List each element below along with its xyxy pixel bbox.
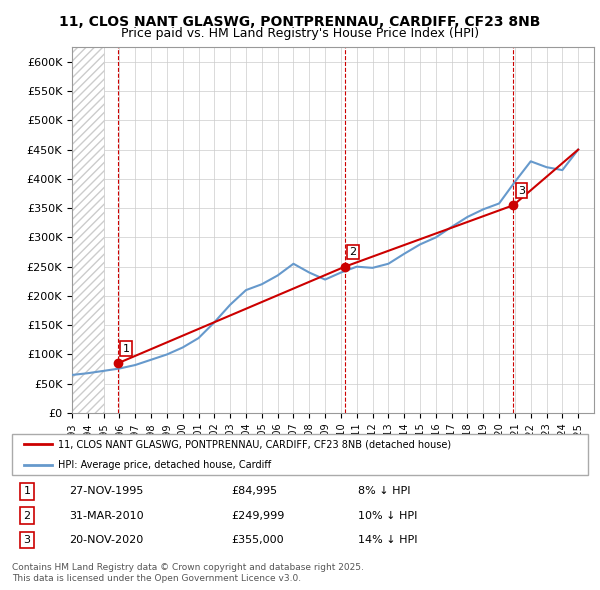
Text: 8% ↓ HPI: 8% ↓ HPI [358,486,410,496]
Text: HPI: Average price, detached house, Cardiff: HPI: Average price, detached house, Card… [58,460,271,470]
Text: Price paid vs. HM Land Registry's House Price Index (HPI): Price paid vs. HM Land Registry's House … [121,27,479,40]
Text: £249,999: £249,999 [231,510,284,520]
FancyBboxPatch shape [12,434,588,475]
Text: 11, CLOS NANT GLASWG, PONTPRENNAU, CARDIFF, CF23 8NB (detached house): 11, CLOS NANT GLASWG, PONTPRENNAU, CARDI… [58,440,451,450]
Text: Contains HM Land Registry data © Crown copyright and database right 2025.
This d: Contains HM Land Registry data © Crown c… [12,563,364,583]
Text: 3: 3 [518,185,525,195]
Text: 11, CLOS NANT GLASWG, PONTPRENNAU, CARDIFF, CF23 8NB: 11, CLOS NANT GLASWG, PONTPRENNAU, CARDI… [59,15,541,29]
Text: 31-MAR-2010: 31-MAR-2010 [70,510,144,520]
Text: 10% ↓ HPI: 10% ↓ HPI [358,510,417,520]
Text: £355,000: £355,000 [231,535,284,545]
Text: 27-NOV-1995: 27-NOV-1995 [70,486,144,496]
Text: 2: 2 [350,247,357,257]
Text: 20-NOV-2020: 20-NOV-2020 [70,535,144,545]
Text: 3: 3 [23,535,31,545]
Text: £84,995: £84,995 [231,486,277,496]
Text: 2: 2 [23,510,31,520]
Text: 1: 1 [23,486,31,496]
Text: 1: 1 [122,343,130,353]
Text: 14% ↓ HPI: 14% ↓ HPI [358,535,417,545]
